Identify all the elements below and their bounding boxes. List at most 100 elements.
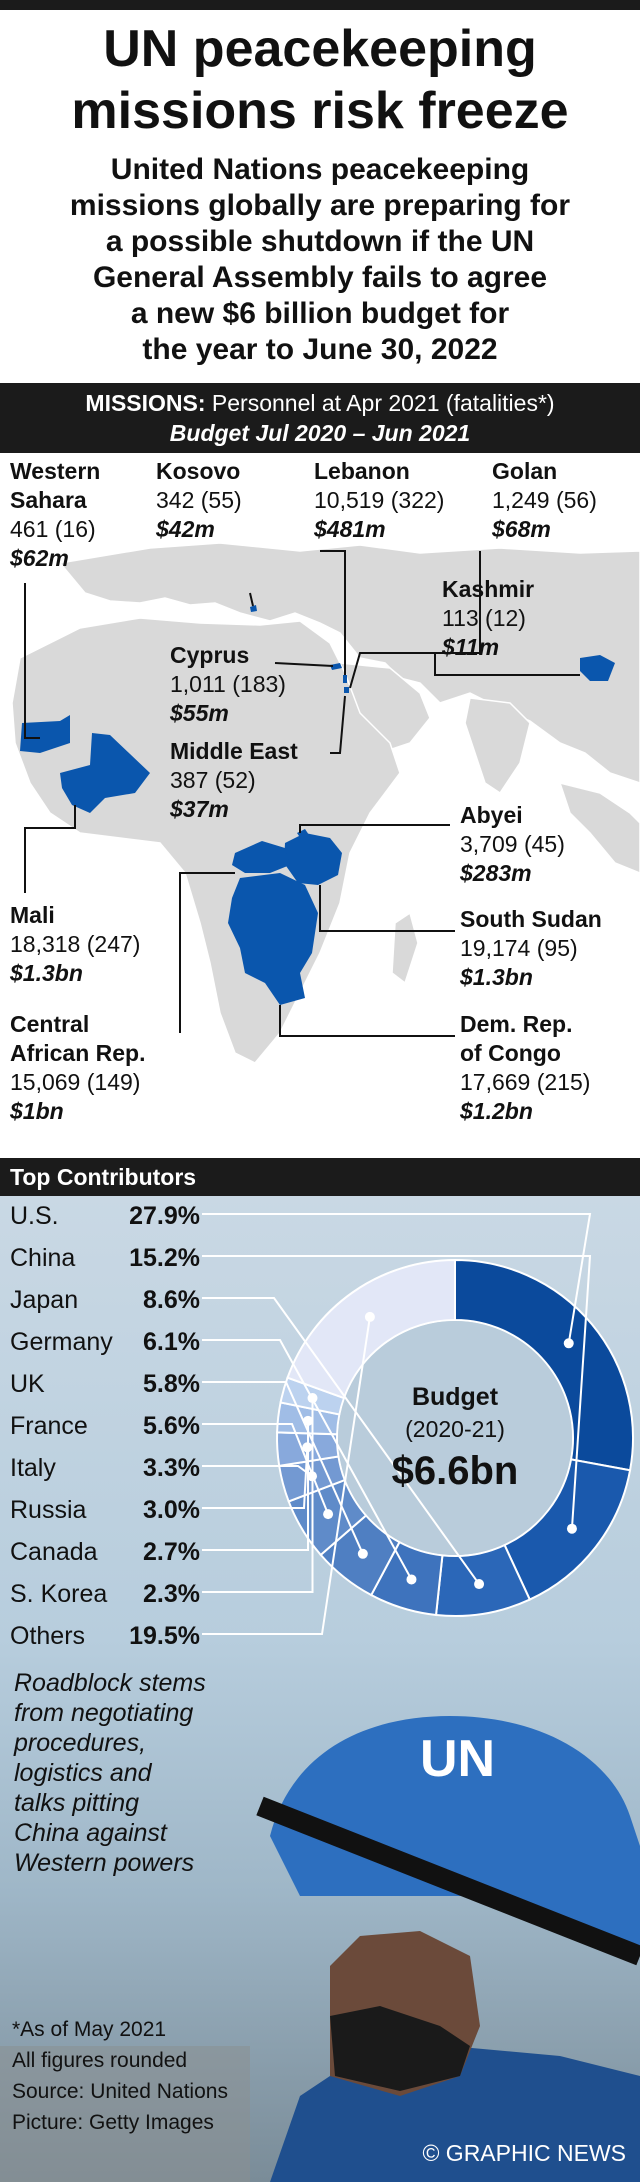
callout-kosovo <box>249 592 254 607</box>
contributor-share: 2.3% <box>143 1580 200 1608</box>
footnote-line: Source: United Nations <box>12 2080 228 2103</box>
mission-name: Middle East <box>170 738 298 764</box>
mission-stats: 10,519 (322) <box>314 487 445 513</box>
leader-line <box>202 1447 309 1509</box>
contributor-share: 3.0% <box>143 1496 200 1524</box>
mission-area-mali <box>60 733 150 813</box>
contributor-name: Others <box>10 1622 86 1650</box>
leader-line <box>202 1423 330 1515</box>
footnote-line: *As of May 2021 <box>12 2018 167 2041</box>
mission-budget: $1.3bn <box>460 964 533 990</box>
land-madagascar <box>391 911 419 985</box>
mission-label-cyprus: Cyprus 1,011 (183) $55m <box>170 641 286 728</box>
mission-area-kashmir <box>580 655 615 681</box>
missions-header-bar: Missions: Personnel at Apr 2021 (fatalit… <box>0 383 640 453</box>
face-mask <box>330 2006 470 2091</box>
contributor-name: France <box>10 1412 88 1440</box>
contributor-row: S. Korea 2.3% <box>10 1574 200 1614</box>
subtitle-line-3: a possible shutdown if the UN <box>105 225 535 258</box>
contributors-header-bar: Top Contributors <box>0 1158 640 1196</box>
mission-budget: $68m <box>492 516 551 542</box>
mission-budget: $283m <box>460 860 532 886</box>
mission-area-south-sudan <box>284 833 342 885</box>
mission-budget: $1.3bn <box>10 960 83 986</box>
title-line-2: missions risk freeze <box>71 82 569 140</box>
land-india <box>464 697 531 795</box>
callout-middle-east <box>330 695 346 754</box>
mission-name: Sahara <box>10 487 87 513</box>
missions-key-text: Personnel at Apr 2021 (fatalities*) <box>205 390 555 416</box>
contributor-row: Italy 3.3% <box>10 1448 200 1488</box>
mission-budget: $1bn <box>10 1098 64 1124</box>
contributor-share: 15.2% <box>129 1244 200 1272</box>
missions-budget-line: Budget Jul 2020 – Jun 2021 <box>169 420 471 446</box>
budget-title: Budget <box>411 1383 499 1411</box>
subtitle-line-6: the year to June 30, 2022 <box>142 333 498 366</box>
land-southeast-asia <box>558 781 640 874</box>
contributor-row: Japan 8.6% <box>10 1280 200 1320</box>
mission-name: Kashmir <box>442 576 535 602</box>
quote-line: China against <box>14 1819 167 1847</box>
contributor-row: France 5.6% <box>10 1406 200 1446</box>
contributors-chart-svg: UN <box>0 1213 640 2182</box>
page-title: UN peacekeeping missions risk freeze <box>0 18 640 142</box>
mission-label-middle-east: Middle East 387 (52) $37m <box>170 737 298 824</box>
mission-stats: 19,174 (95) <box>460 935 578 961</box>
callout-south-sudan <box>319 885 455 932</box>
leader-dot <box>563 1338 574 1349</box>
mission-stats: 1,011 (183) <box>170 671 286 697</box>
land-eurasia <box>58 542 640 784</box>
mission-label-drc: Dem. Rep. of Congo 17,669 (215) $1.2bn <box>460 1010 590 1126</box>
mission-name: Western <box>10 458 101 484</box>
mission-area-western-sahara <box>20 715 70 753</box>
mission-name: Central <box>10 1011 90 1037</box>
mission-stats: 1,249 (56) <box>492 487 597 513</box>
mission-name: South Sudan <box>460 906 602 932</box>
quote-line: talks pitting <box>14 1789 140 1817</box>
mission-area-kosovo <box>250 605 257 612</box>
quote-line: logistics and <box>14 1759 152 1787</box>
contributor-row: China 15.2% <box>10 1238 200 1278</box>
background-vehicles <box>0 2046 250 2182</box>
contributor-row: U.S. 27.9% <box>10 1196 200 1236</box>
mission-stats: 15,069 (149) <box>10 1069 141 1095</box>
leader-line <box>202 1339 413 1580</box>
mission-area-golan <box>344 687 349 693</box>
subtitle-line-1: United Nations peacekeeping <box>110 153 530 186</box>
mission-budget: $37m <box>170 796 229 822</box>
mission-name: of Congo <box>460 1040 561 1066</box>
quote-line: Roadblock stems <box>14 1669 206 1697</box>
leader-dot <box>357 1548 368 1559</box>
mission-label-western-sahara: Western Sahara 461 (16) $62m <box>10 457 100 573</box>
mission-name: Dem. Rep. <box>460 1011 573 1037</box>
subtitle-line-4: General Assembly fails to agree <box>92 261 548 294</box>
mission-label-kosovo: Kosovo 342 (55) $42m <box>156 457 242 544</box>
mission-area-cyprus <box>330 663 342 670</box>
contributor-share: 8.6% <box>143 1286 200 1314</box>
contributor-name: Canada <box>10 1538 98 1566</box>
mission-label-abyei: Abyei 3,709 (45) $283m <box>460 801 565 888</box>
mission-name: Golan <box>492 458 558 484</box>
mission-stats: 387 (52) <box>170 767 256 793</box>
contributor-name: Russia <box>10 1496 87 1524</box>
title-line-1: UN peacekeeping <box>103 20 537 78</box>
callout-abyei <box>299 824 450 833</box>
quote-line: Western powers <box>14 1849 195 1877</box>
donut-slice <box>286 1258 456 1400</box>
contributor-share: 27.9% <box>129 1202 200 1230</box>
mission-label-golan: Golan 1,249 (56) $68m <box>492 457 597 544</box>
contributor-share: 6.1% <box>143 1328 200 1356</box>
photo-backdrop: UN <box>0 1716 640 2182</box>
mission-stats: 113 (12) <box>442 605 526 631</box>
callout-mali <box>24 805 76 893</box>
callout-golan <box>349 551 481 689</box>
contributor-share: 3.3% <box>143 1454 200 1482</box>
contributor-row: Others 19.5% <box>10 1616 200 1656</box>
mission-stats: 342 (55) <box>156 487 242 513</box>
mission-budget: $11m <box>442 634 500 660</box>
contributor-name: S. Korea <box>10 1580 108 1608</box>
donut-leader-lines <box>202 1213 592 1635</box>
budget-value: $6.6bn <box>391 1449 519 1493</box>
leader-dot <box>323 1509 334 1520</box>
contributor-row: Canada 2.7% <box>10 1532 200 1572</box>
